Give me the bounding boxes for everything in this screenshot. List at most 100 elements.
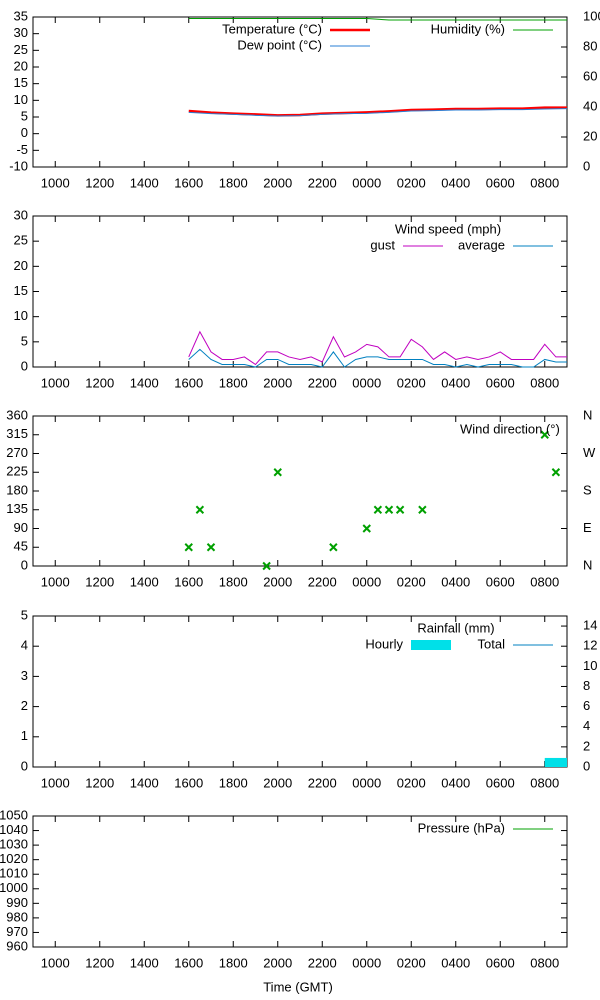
x-tick-label: 2200	[308, 175, 337, 190]
x-tick-label: 1000	[41, 775, 70, 790]
x-tick-label: 0200	[397, 375, 426, 390]
point	[362, 524, 371, 533]
x-tick-label: 1000	[41, 955, 70, 970]
y-tick-label: 15	[14, 283, 28, 298]
y-tick-label: 45	[14, 539, 28, 554]
x-tick-label: 0800	[530, 955, 559, 970]
y-tick-label: 960	[6, 938, 28, 953]
y-tick-label: 10	[14, 92, 28, 107]
series-line	[188, 348, 567, 368]
x-tick-label: 1800	[219, 574, 248, 589]
legend-label: Temperature (°C)	[222, 21, 322, 36]
series-line	[188, 18, 567, 21]
x-tick-label: 0400	[441, 574, 470, 589]
y-tick-label: 5	[21, 607, 28, 622]
x-tick-label: 1400	[130, 375, 159, 390]
y-tick-label: 5	[21, 108, 28, 123]
point	[551, 468, 561, 477]
x-tick-label: 1600	[174, 375, 203, 390]
y-tick-label: 315	[6, 426, 28, 441]
x-tick-label: 2200	[308, 955, 337, 970]
x-tick-label: 0600	[486, 175, 515, 190]
x-tick-label: 0000	[352, 775, 381, 790]
y-tick-label: 270	[6, 445, 28, 460]
legend-label: Dew point (°C)	[237, 37, 322, 52]
legend-label: Total	[478, 636, 506, 651]
y-tick-label: 1040	[0, 822, 28, 837]
y-tick-label: 30	[14, 207, 28, 222]
series-line	[188, 106, 567, 117]
y2-tick-label: 20	[583, 128, 597, 143]
y2-tick-label: 8	[583, 678, 590, 693]
x-tick-label: 0200	[397, 175, 426, 190]
x-tick-label: 0600	[486, 375, 515, 390]
panel-title: Wind speed (mph)	[395, 221, 501, 236]
x-tick-label: 0000	[352, 175, 381, 190]
point	[395, 505, 405, 514]
x-tick-label: 2000	[263, 775, 292, 790]
y-tick-label: 30	[14, 25, 28, 40]
y-tick-label: 1020	[0, 851, 28, 866]
x-tick-label: 1600	[174, 574, 203, 589]
x-tick-label: 2000	[263, 375, 292, 390]
x-tick-label: 0000	[352, 375, 381, 390]
point	[184, 543, 193, 552]
y2-tick-label: 12	[583, 638, 597, 653]
y-tick-label: -5	[16, 142, 28, 157]
y2-tick-label: 80	[583, 38, 597, 53]
y-tick-label: 90	[14, 520, 28, 535]
point	[195, 505, 205, 514]
y-tick-label: 0	[21, 557, 28, 572]
y-tick-label: 1050	[0, 807, 28, 822]
x-tick-label: 1200	[85, 955, 114, 970]
plot-frame	[32, 16, 568, 168]
y-tick-label: -10	[9, 158, 28, 173]
y2-tick-label: S	[583, 482, 592, 497]
legend-label: gust	[370, 237, 395, 252]
x-tick-label: 1600	[174, 955, 203, 970]
x-tick-label: 0600	[486, 955, 515, 970]
x-tick-label: 2000	[263, 574, 292, 589]
point	[206, 543, 216, 552]
x-tick-label: 2000	[263, 175, 292, 190]
x-tick-label: 1000	[41, 574, 70, 589]
y-tick-label: 3	[21, 668, 28, 683]
x-tick-label: 0400	[441, 375, 470, 390]
plot-frame	[32, 415, 568, 567]
y-tick-label: 10	[14, 308, 28, 323]
x-tick-label: 0800	[530, 175, 559, 190]
x-tick-label: 0800	[530, 775, 559, 790]
y-tick-label: 1030	[0, 837, 28, 852]
y2-tick-label: 10	[583, 658, 597, 673]
y-tick-label: 20	[14, 58, 28, 73]
y-tick-label: 980	[6, 909, 28, 924]
y-tick-label: 25	[14, 233, 28, 248]
x-tick-label: 0400	[441, 775, 470, 790]
y-tick-label: 15	[14, 75, 28, 90]
x-tick-label: 2200	[308, 775, 337, 790]
y-tick-label: 0	[21, 125, 28, 140]
x-tick-label: 0400	[441, 955, 470, 970]
y2-tick-label: 100	[583, 8, 600, 23]
point	[273, 468, 282, 477]
y-tick-label: 1010	[0, 866, 28, 881]
y2-tick-label: 2	[583, 738, 590, 753]
bar	[544, 757, 567, 767]
y-tick-label: 0	[21, 358, 28, 373]
y2-tick-label: N	[583, 557, 592, 572]
point	[373, 505, 383, 514]
y2-tick-label: W	[583, 445, 596, 460]
x-tick-label: 0200	[397, 955, 426, 970]
x-tick-label: 1200	[85, 775, 114, 790]
x-tick-label: 1400	[130, 574, 159, 589]
y-tick-label: 180	[6, 482, 28, 497]
y-tick-label: 2	[21, 698, 28, 713]
plot-frame	[32, 815, 568, 948]
y-tick-label: 4	[21, 638, 28, 653]
x-tick-label: 1800	[219, 775, 248, 790]
y-tick-label: 225	[6, 464, 28, 479]
x-tick-label: 1200	[85, 375, 114, 390]
point	[384, 505, 394, 514]
point	[329, 543, 338, 552]
x-tick-label: 1400	[130, 175, 159, 190]
